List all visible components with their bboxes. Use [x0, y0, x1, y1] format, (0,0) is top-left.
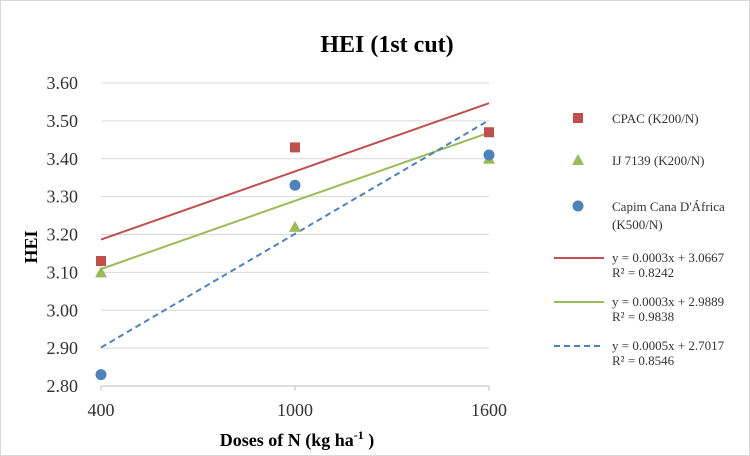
- y-tick-labels: 2.80 2.90 3.00 3.10 3.20 3.30 3.40 3.50 3.60: [47, 73, 79, 396]
- legend-trend-r2-1: R² = 0.8242: [612, 265, 674, 280]
- trendlines: [100, 102, 490, 349]
- y-axis-label: HEI: [21, 230, 41, 263]
- x-tick-label: 1000: [277, 400, 313, 420]
- data-point-series-2: [95, 266, 107, 278]
- legend-label-2: IJ 7139 (K200/N): [612, 153, 704, 168]
- y-tick-label: 3.20: [47, 225, 79, 245]
- legend-trend-equation-2: y = 0.0003x + 2.9889: [612, 294, 724, 309]
- data-point-series-1: [290, 142, 300, 153]
- x-tick-labels: 400 1000 1600: [88, 386, 507, 420]
- y-tick-label: 2.90: [47, 338, 79, 358]
- legend: CPAC (K200/N) IJ 7139 (K200/N) Capim Cana …: [554, 111, 725, 368]
- legend-trend-r2-2: R² = 0.9838: [612, 309, 674, 324]
- y-tick-label: 3.40: [47, 149, 79, 169]
- legend-trend-r2-3: R² = 0.8546: [612, 353, 675, 368]
- chart-title: HEI (1st cut): [320, 32, 453, 58]
- trendline-3: [100, 119, 490, 349]
- legend-marker-2: [572, 154, 584, 165]
- x-axis-label-tail: ): [364, 430, 375, 451]
- y-tick-label: 3.10: [47, 262, 79, 282]
- legend-label-3: (K500/N): [612, 217, 663, 232]
- y-tick-label: 3.30: [47, 187, 79, 207]
- trendline-1: [100, 102, 490, 241]
- data-point-series-1: [484, 127, 494, 138]
- legend-marker-1: [573, 113, 583, 123]
- data-point-series-2: [289, 220, 301, 232]
- x-axis-label-base: Doses of N (kg ha: [220, 430, 354, 451]
- x-axis-label: Doses of N (kg ha-1 ): [220, 428, 375, 451]
- x-axis-label-superscript: -1: [354, 428, 364, 442]
- legend-trend-equation-1: y = 0.0003x + 3.0667: [612, 250, 725, 265]
- data-point-series-3: [483, 149, 495, 161]
- data-points: [95, 127, 495, 381]
- y-tick-label: 3.60: [47, 73, 79, 93]
- y-tick-label: 3.50: [47, 111, 79, 131]
- legend-marker-3: [572, 200, 584, 212]
- legend-trend-equation-3: y = 0.0005x + 2.7017: [612, 338, 725, 353]
- legend-label-1: CPAC (K200/N): [612, 111, 699, 126]
- legend-label-3: Capim Cana D'África: [612, 199, 725, 214]
- data-point-series-1: [96, 256, 106, 267]
- x-tick-label: 1600: [471, 400, 507, 420]
- y-tick-label: 3.00: [47, 300, 79, 320]
- data-point-series-3: [289, 179, 301, 191]
- x-tick-label: 400: [88, 400, 115, 420]
- data-point-series-3: [95, 369, 107, 381]
- y-tick-label: 2.80: [47, 376, 79, 396]
- trendline-2: [100, 131, 490, 270]
